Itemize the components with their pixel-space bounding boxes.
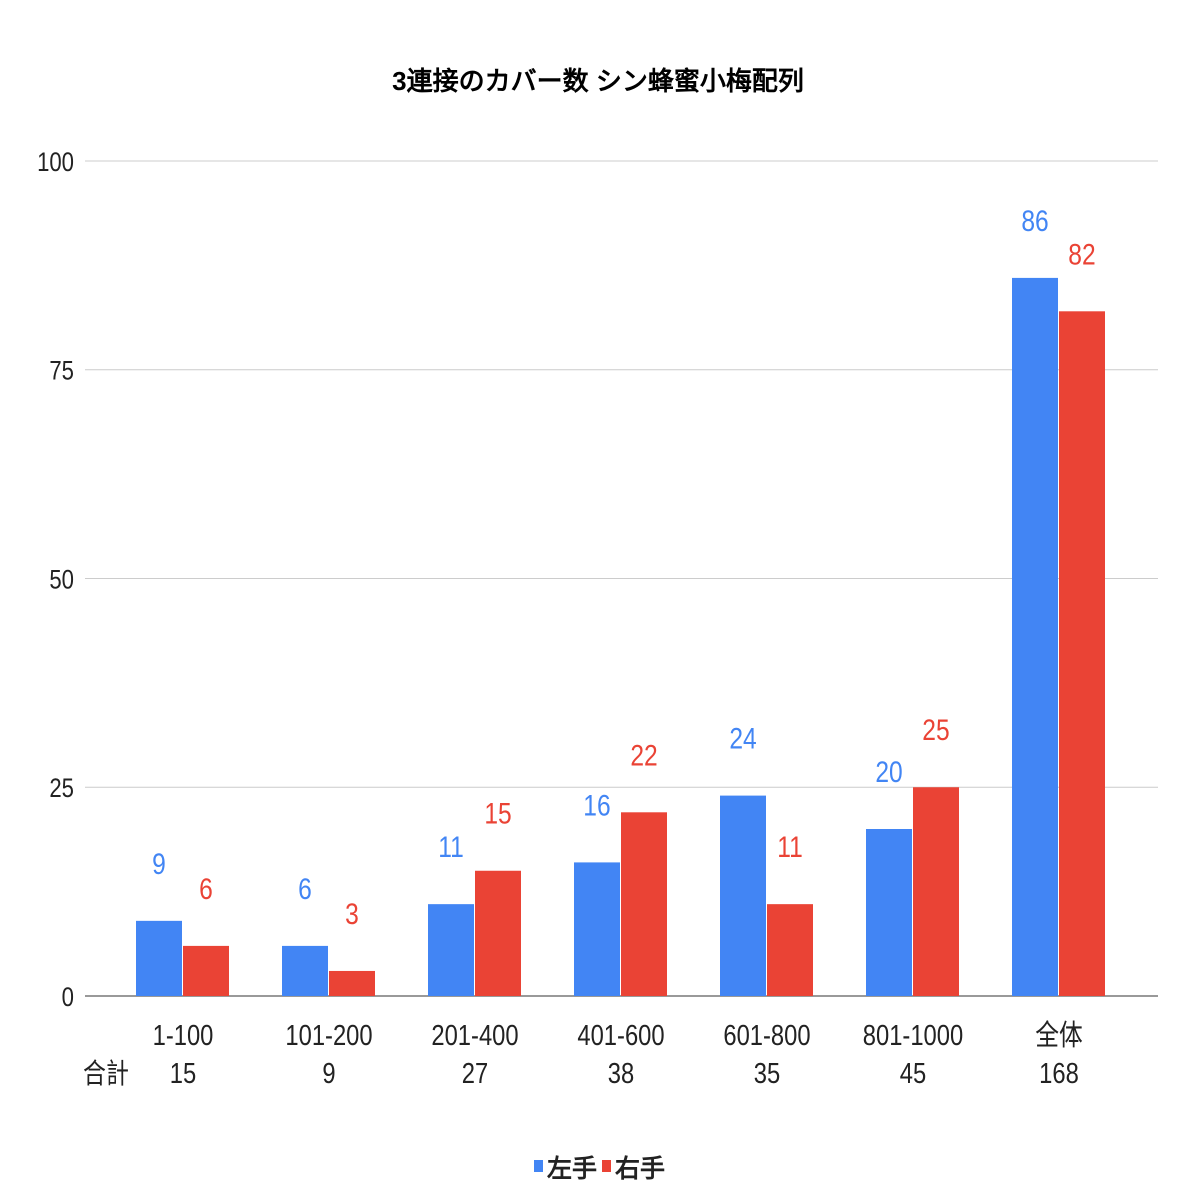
bar-left	[720, 795, 766, 996]
data-label: 11	[777, 830, 803, 864]
x-tick-label: 401-600	[577, 1019, 664, 1052]
bar-left	[136, 920, 182, 996]
totals-row-label: 合計	[83, 1058, 129, 1090]
data-label: 16	[583, 788, 610, 822]
bar-right	[329, 970, 375, 996]
data-label: 22	[630, 738, 657, 772]
bar-left	[428, 904, 474, 996]
x-total-label: 45	[900, 1057, 926, 1090]
data-label: 9	[152, 847, 166, 881]
x-total-label: 35	[754, 1057, 780, 1090]
data-label: 15	[484, 796, 511, 830]
bar-left	[866, 829, 912, 996]
legend-label: 右手	[615, 1154, 665, 1183]
data-label: 6	[298, 872, 312, 906]
y-tick-label: 50	[49, 566, 74, 596]
data-label: 86	[1021, 204, 1048, 238]
y-tick-label: 0	[62, 983, 74, 1013]
data-label: 20	[875, 755, 902, 789]
x-tick-label: 101-200	[285, 1019, 372, 1052]
y-tick-label: 25	[49, 774, 74, 804]
x-tick-label: 801-1000	[863, 1019, 963, 1052]
x-total-label: 38	[608, 1057, 634, 1090]
data-label: 6	[199, 872, 213, 906]
chart-title: 3連接のカバー数 シン蜂蜜小梅配列	[392, 66, 804, 96]
bar-left	[282, 945, 328, 996]
data-label: 25	[922, 713, 949, 747]
data-label: 82	[1068, 237, 1095, 271]
bar-right	[621, 812, 667, 996]
y-tick-label: 75	[49, 357, 74, 387]
x-tick-label: 1-100	[153, 1019, 214, 1052]
x-total-label: 27	[462, 1057, 488, 1090]
data-label: 24	[729, 721, 756, 755]
data-label: 3	[345, 897, 359, 931]
bar-left	[574, 862, 620, 996]
x-total-label: 9	[322, 1057, 335, 1090]
legend-swatch	[534, 1160, 543, 1172]
legend-swatch	[602, 1160, 611, 1172]
x-tick-label: 201-400	[431, 1019, 518, 1052]
bar-right	[475, 870, 521, 996]
bar-right	[1059, 311, 1105, 996]
data-label: 11	[438, 830, 464, 864]
bar-right	[183, 945, 229, 996]
x-tick-label: 全体	[1035, 1019, 1083, 1052]
x-total-label: 168	[1039, 1057, 1079, 1090]
bar-right	[913, 787, 959, 996]
bar-right	[767, 904, 813, 996]
bar-left	[1012, 277, 1058, 996]
legend-label: 左手	[547, 1155, 597, 1183]
y-tick-label: 100	[37, 148, 74, 178]
x-tick-label: 601-800	[723, 1019, 810, 1052]
x-total-label: 15	[170, 1057, 196, 1090]
